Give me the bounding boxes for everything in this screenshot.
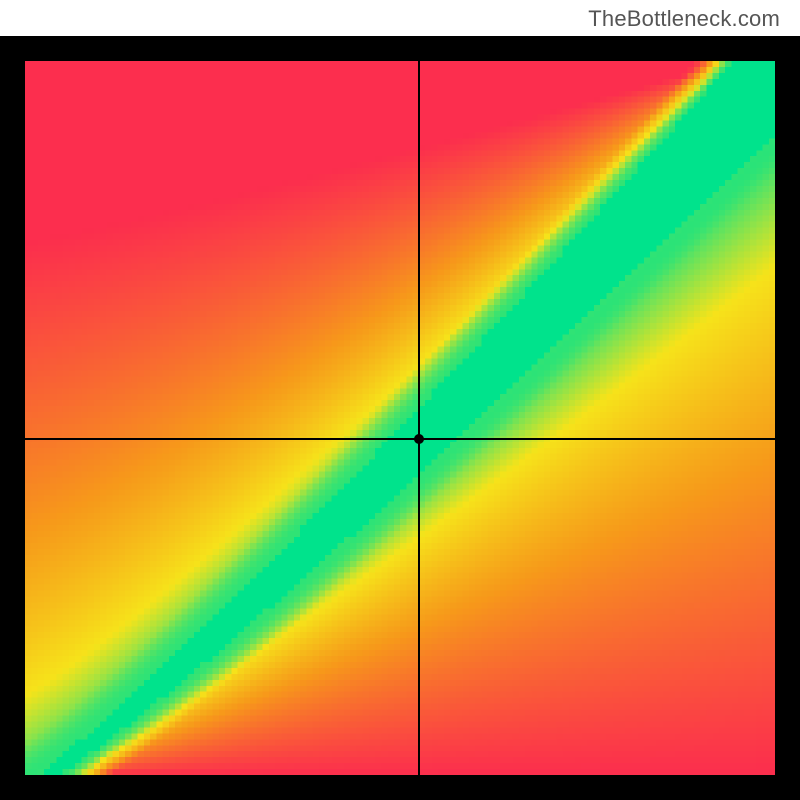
heatmap-canvas: [25, 61, 775, 775]
plot-frame: [25, 61, 775, 775]
crosshair-vertical: [418, 61, 420, 775]
chart-container: TheBottleneck.com: [0, 0, 800, 800]
watermark-text: TheBottleneck.com: [588, 6, 780, 32]
crosshair-horizontal: [25, 438, 775, 440]
